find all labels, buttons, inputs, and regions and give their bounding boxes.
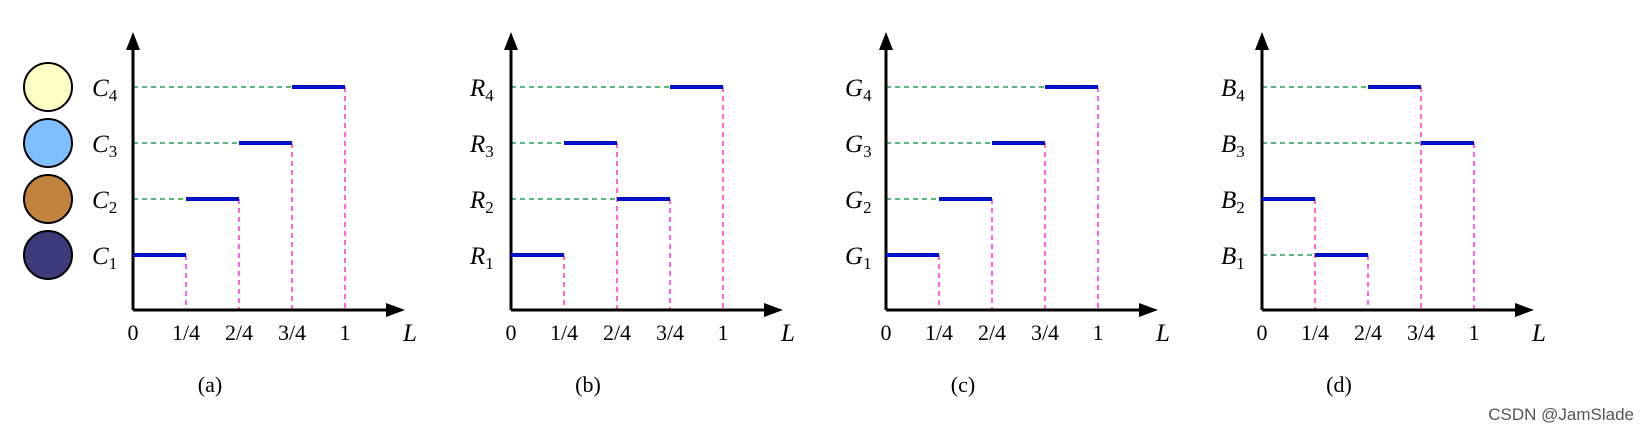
x-tick-label: 3/4 [1031,320,1059,345]
level-label-b4: B4 [1221,75,1245,105]
level-label-c2: C2 [92,187,117,217]
level-label-b2: B2 [1221,187,1245,217]
x-axis-label: L [780,320,795,347]
x-tick-label: 0 [506,320,517,345]
y-axis-arrow [1255,32,1269,50]
level-label-c3: C3 [92,131,117,161]
x-axis-arrow [386,303,405,317]
panel-caption: (b) [575,372,601,397]
x-tick-label: 2/4 [978,320,1006,345]
level-label-r1: R1 [469,243,494,273]
y-axis-arrow [504,32,518,50]
x-axis-arrow [1515,303,1534,317]
x-tick-label: 3/4 [1407,320,1435,345]
x-axis-label: L [402,320,417,347]
x-tick-label: 0 [881,320,892,345]
x-tick-label: 1/4 [172,320,200,345]
x-tick-label: 3/4 [656,320,684,345]
panel-c: C1 C2 C3 C4 0 1/4 2/4 3/4 1 L (a) [92,32,417,397]
panel-b: B1 B2 B3 B4 0 1/4 2/4 3/4 1 L (d) [1221,32,1546,397]
panels: C1 C2 C3 C4 0 1/4 2/4 3/4 1 L (a) R1 R2 R3 R4 0 1/4 2/4 3/… [92,32,1546,397]
x-axis-arrow [764,303,783,317]
level-label-r4: R4 [469,75,494,105]
x-tick-label: 1/4 [1301,320,1329,345]
x-tick-label: 1 [718,320,729,345]
level-label-c1: C1 [92,243,117,273]
level-label-g1: G1 [845,243,872,273]
panel-g: G1 G2 G3 G4 0 1/4 2/4 3/4 1 L (c) [845,32,1170,397]
x-tick-label: 0 [128,320,139,345]
level-label-g3: G3 [845,131,872,161]
level-label-c4: C4 [92,75,118,105]
x-tick-label: 0 [1257,320,1268,345]
y-axis-arrow [126,32,140,50]
legend-circle-c2 [23,174,73,224]
watermark: CSDN @JamSlade [1488,405,1634,424]
x-tick-label: 2/4 [1354,320,1382,345]
x-tick-label: 3/4 [278,320,306,345]
level-label-b1: B1 [1221,243,1245,273]
level-label-g4: G4 [845,75,872,105]
x-tick-label: 1/4 [550,320,578,345]
x-axis-arrow [1139,303,1158,317]
panel-caption: (d) [1326,372,1352,397]
x-axis-label: L [1531,320,1546,347]
x-tick-label: 1 [340,320,351,345]
y-axis-arrow [879,32,893,50]
x-tick-label: 2/4 [225,320,253,345]
x-tick-label: 1/4 [925,320,953,345]
x-tick-label: 1 [1469,320,1480,345]
level-label-g2: G2 [845,187,872,217]
x-tick-label: 1 [1093,320,1104,345]
color-legend [23,62,73,280]
legend-circle-c3 [23,118,73,168]
level-label-r2: R2 [469,187,494,217]
level-label-r3: R3 [469,131,494,161]
panel-caption: (a) [198,372,222,397]
legend-circle-c4 [23,62,73,112]
x-tick-label: 2/4 [603,320,631,345]
legend-circle-c1 [23,230,73,280]
level-label-b3: B3 [1221,131,1245,161]
panel-caption: (c) [951,372,975,397]
panel-r: R1 R2 R3 R4 0 1/4 2/4 3/4 1 L (b) [469,32,795,397]
x-axis-label: L [1155,320,1170,347]
